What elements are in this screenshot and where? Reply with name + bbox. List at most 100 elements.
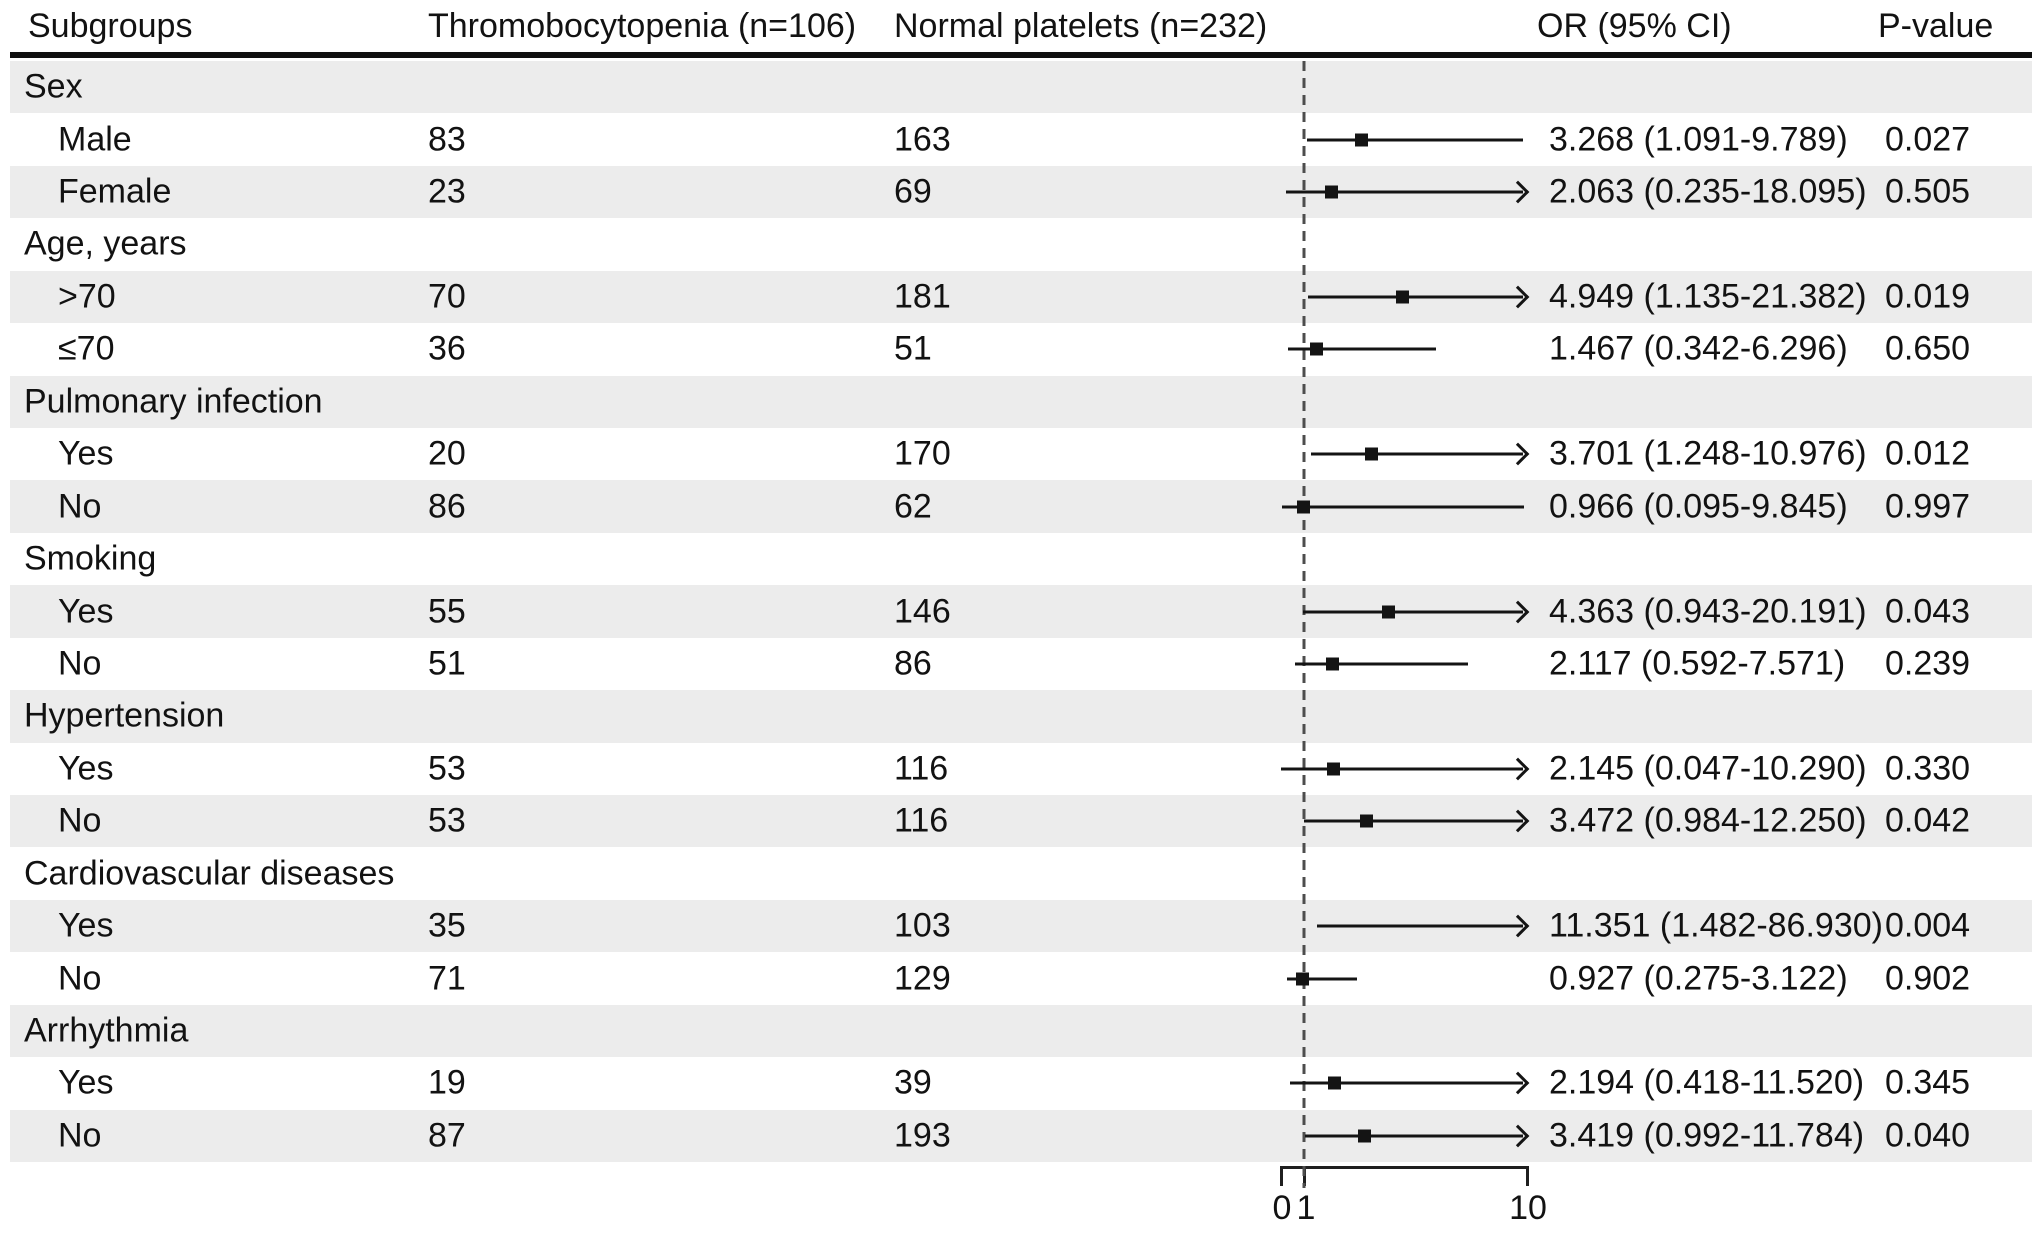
row-stripe — [10, 1004, 2032, 1058]
x-axis-label-0: 0 — [1272, 1189, 1292, 1227]
thrombocytopenia-count: 51 — [428, 644, 466, 683]
p-value: 0.019 — [1885, 277, 1971, 316]
thrombocytopenia-count: 35 — [428, 906, 466, 945]
header-divider — [10, 52, 2032, 58]
subgroup-label: Male — [58, 120, 132, 159]
subgroup-row: No 53 116 3.472 (0.984-12.250) 0.042 — [0, 795, 2032, 848]
group-row: Smoking — [0, 533, 2032, 585]
group-label: Cardiovascular diseases — [24, 854, 395, 893]
thrombocytopenia-count: 83 — [428, 120, 466, 159]
ci-line — [1304, 1134, 1523, 1138]
ci-line — [1281, 767, 1523, 771]
thrombocytopenia-count: 87 — [428, 1116, 466, 1155]
arrow-right-icon — [1506, 757, 1530, 781]
subgroup-row: Yes 53 116 2.145 (0.047-10.290) 0.330 — [0, 743, 2032, 795]
or-ci-value: 4.949 (1.135-21.382) — [1549, 277, 1867, 316]
x-axis-line — [1280, 1166, 1529, 1169]
or-ci-value: 11.351 (1.482-86.930) — [1549, 906, 1883, 945]
or-marker — [1296, 972, 1310, 985]
or-marker — [1359, 814, 1373, 828]
ci-line — [1304, 819, 1523, 823]
subgroup-label: Yes — [58, 906, 114, 945]
or-ci-value: 2.117 (0.592-7.571) — [1549, 644, 1846, 683]
group-label: Arrhythmia — [24, 1011, 189, 1050]
row-stripe — [10, 795, 2032, 848]
or-marker — [1327, 1076, 1341, 1090]
or-ci-value: 2.145 (0.047-10.290) — [1549, 749, 1867, 788]
group-row: Cardiovascular diseases — [0, 847, 2032, 899]
thrombocytopenia-count: 55 — [428, 592, 466, 630]
column-header-p-value: P-value — [1878, 7, 1994, 45]
p-value: 0.239 — [1885, 644, 1971, 683]
normal-platelets-count: 193 — [894, 1116, 951, 1155]
p-value: 0.345 — [1885, 1063, 1971, 1102]
p-value: 0.042 — [1885, 801, 1971, 840]
thrombocytopenia-count: 53 — [428, 801, 466, 840]
normal-platelets-count: 51 — [894, 329, 932, 368]
thrombocytopenia-count: 36 — [428, 329, 466, 368]
group-label: Pulmonary infection — [24, 382, 323, 421]
arrow-right-icon — [1506, 1072, 1530, 1095]
subgroup-row: Yes 55 146 4.363 (0.943-20.191) 0.043 — [0, 585, 2032, 638]
thrombocytopenia-count: 23 — [428, 172, 466, 211]
x-axis-label-10: 10 — [1509, 1189, 1547, 1227]
ci-line — [1294, 662, 1468, 666]
subgroup-row: No 71 129 0.927 (0.275-3.122) 0.902 — [0, 952, 2032, 1004]
subgroup-row: No 51 86 2.117 (0.592-7.571) 0.239 — [0, 638, 2032, 690]
p-value: 0.330 — [1885, 749, 1971, 788]
thrombocytopenia-count: 71 — [428, 959, 466, 997]
subgroup-row: Yes 19 39 2.194 (0.418-11.520) 0.345 — [0, 1057, 2032, 1109]
group-label: Hypertension — [24, 696, 225, 735]
thrombocytopenia-count: 19 — [428, 1063, 466, 1102]
ci-line — [1288, 347, 1437, 351]
group-label: Age, years — [24, 224, 187, 263]
ci-line — [1307, 138, 1523, 142]
row-stripe — [10, 375, 2032, 428]
or-ci-value: 2.063 (0.235-18.095) — [1549, 172, 1867, 211]
column-header-normal-platelets: Normal platelets (n=232) — [894, 7, 1268, 45]
subgroup-label: Female — [58, 172, 172, 211]
p-value: 0.040 — [1885, 1116, 1971, 1155]
subgroup-label: No — [58, 1116, 102, 1155]
p-value: 0.004 — [1885, 906, 1971, 945]
subgroup-row: Yes 20 170 3.701 (1.248-10.976) 0.012 — [0, 428, 2032, 480]
or-marker — [1354, 133, 1368, 147]
or-marker — [1381, 605, 1395, 618]
subgroup-label: No — [58, 801, 102, 840]
x-axis-tick-0 — [1280, 1166, 1283, 1186]
or-marker — [1326, 762, 1340, 776]
group-row: Age, years — [0, 218, 2032, 270]
subgroup-row: Female 23 69 2.063 (0.235-18.095) 0.505 — [0, 165, 2032, 219]
row-stripe — [10, 585, 2032, 638]
or-ci-value: 3.472 (0.984-12.250) — [1549, 801, 1867, 840]
subgroup-label: Yes — [58, 1063, 114, 1102]
column-header-or-ci: OR (95% CI) — [1537, 7, 1732, 45]
or-marker — [1309, 342, 1323, 356]
group-row: Arrhythmia — [0, 1004, 2032, 1058]
row-stripe — [10, 270, 2032, 324]
row-stripe — [10, 1109, 2032, 1163]
subgroup-row: No 86 62 0.966 (0.095-9.845) 0.997 — [0, 480, 2032, 533]
thrombocytopenia-count: 53 — [428, 749, 466, 788]
subgroup-label: ≤70 — [58, 329, 115, 368]
subgroup-row: ≤70 36 51 1.467 (0.342-6.296) 0.650 — [0, 323, 2032, 375]
subgroup-label: Yes — [58, 434, 114, 473]
normal-platelets-count: 146 — [894, 592, 951, 630]
normal-platelets-count: 116 — [894, 749, 949, 788]
group-label: Sex — [24, 67, 83, 106]
or-ci-value: 3.419 (0.992-11.784) — [1549, 1116, 1865, 1155]
or-ci-value: 0.966 (0.095-9.845) — [1549, 487, 1848, 526]
x-axis-label-1: 1 — [1296, 1189, 1316, 1227]
row-stripe — [10, 61, 2032, 114]
row-stripe — [10, 899, 2032, 953]
or-ci-value: 2.194 (0.418-11.520) — [1549, 1063, 1865, 1102]
p-value: 0.650 — [1885, 329, 1971, 368]
normal-platelets-count: 170 — [894, 434, 951, 473]
ci-line — [1286, 977, 1358, 980]
arrow-right-icon — [1506, 442, 1530, 466]
group-label: Smoking — [24, 539, 157, 578]
subgroup-label: Yes — [58, 592, 114, 630]
normal-platelets-count: 86 — [894, 644, 932, 683]
group-row: Sex — [0, 61, 2032, 114]
